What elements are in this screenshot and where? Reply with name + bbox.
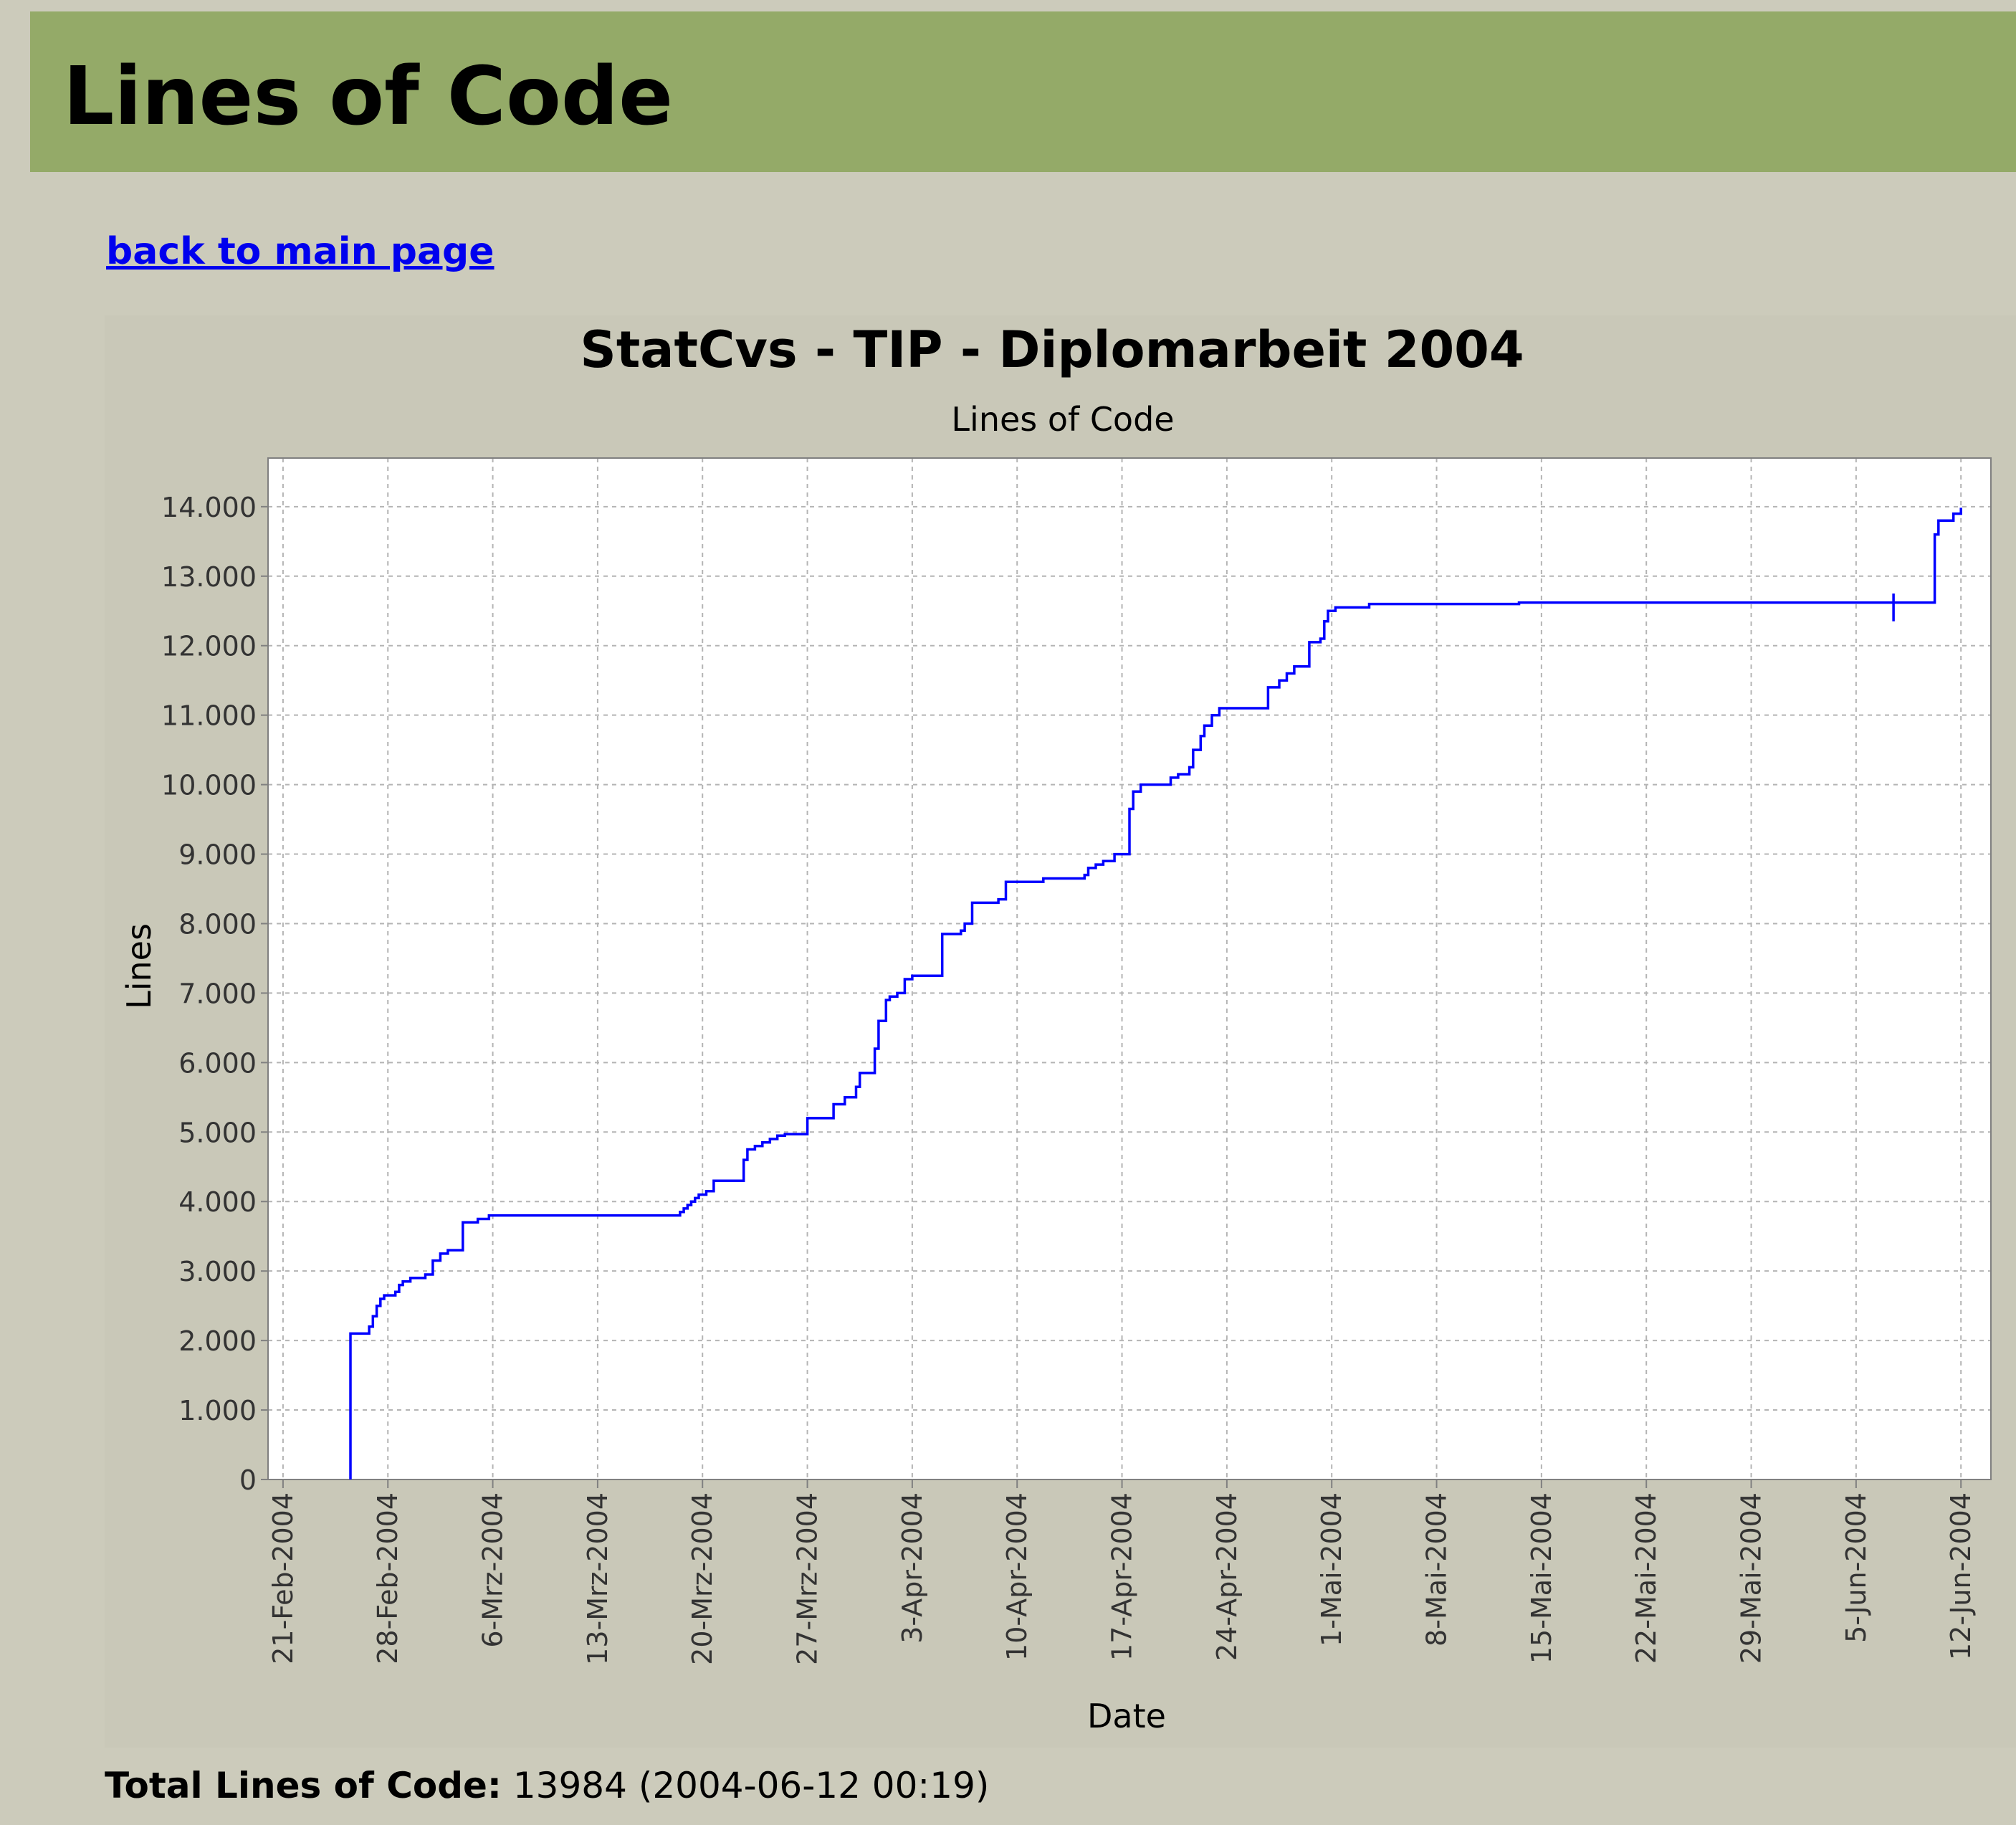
total-lines-timestamp: (2004-06-12 00:19) (638, 1765, 990, 1806)
y-axis-label: Lines (120, 923, 158, 1009)
y-tick-label: 9.000 (178, 839, 257, 871)
y-tick-label: 3.000 (178, 1256, 257, 1287)
x-tick-label: 20-Mrz-2004 (687, 1492, 718, 1665)
x-axis-label: Date (1087, 1697, 1166, 1735)
y-tick-label: 5.000 (178, 1117, 257, 1148)
plot-area: 0 1.000 2.000 3.000 4.000 5.000 6.000 7.000 8.00… (161, 457, 1992, 1665)
x-tick-label: 22-Mai-2004 (1630, 1492, 1662, 1664)
x-tick-label: 5-Jun-2004 (1840, 1492, 1872, 1643)
y-tick-label: 6.000 (178, 1047, 257, 1079)
x-tick-label: 1-Mai-2004 (1316, 1492, 1347, 1647)
y-tick-label: 8.000 (178, 908, 257, 940)
plot-border (267, 457, 1992, 1480)
lines-of-code-chart: StatCvs - TIP - Diplomarbeit 2004 Lines … (120, 320, 1992, 1735)
back-to-main-link[interactable]: back to main page (106, 230, 495, 273)
chart-title: StatCvs - TIP - Diplomarbeit 2004 (580, 320, 1524, 379)
y-tick-label: 13.000 (161, 561, 257, 593)
x-tick-label: 27-Mrz-2004 (792, 1492, 823, 1665)
x-tick-label: 12-Jun-2004 (1945, 1492, 1977, 1660)
x-tick-label: 3-Apr-2004 (897, 1492, 928, 1644)
x-tick-label: 13-Mrz-2004 (582, 1492, 613, 1665)
x-tick-label: 28-Feb-2004 (372, 1492, 403, 1664)
series-line (349, 508, 1962, 1479)
y-tick-label: 4.000 (178, 1186, 257, 1218)
x-tick-label: 8-Mai-2004 (1421, 1492, 1453, 1647)
y-tick-label: 14.000 (161, 492, 257, 523)
y-tick-label: 10.000 (161, 770, 257, 801)
chart-panel: StatCvs - TIP - Diplomarbeit 2004 Lines … (105, 315, 2016, 1748)
chart-subtitle: Lines of Code (951, 400, 1174, 439)
x-tick-label: 15-Mai-2004 (1526, 1492, 1557, 1664)
plot-background (268, 458, 1991, 1479)
page-title: Lines of Code (63, 50, 674, 143)
x-tick-label: 10-Apr-2004 (1001, 1492, 1033, 1661)
y-tick-label: 11.000 (161, 700, 257, 732)
y-tick-label: 0 (239, 1464, 257, 1496)
y-tick-label: 2.000 (178, 1325, 257, 1357)
x-tick-label: 17-Apr-2004 (1107, 1492, 1138, 1661)
y-tick-label: 7.000 (178, 978, 257, 1009)
page-header (30, 11, 2016, 172)
x-tick-label: 21-Feb-2004 (267, 1492, 299, 1664)
x-tick-label: 6-Mrz-2004 (477, 1492, 509, 1648)
x-tick-label: 29-Mai-2004 (1736, 1492, 1767, 1664)
total-lines-label: Total Lines of Code: (105, 1765, 502, 1806)
x-tick-label: 24-Apr-2004 (1211, 1492, 1243, 1661)
y-tick-label: 12.000 (161, 631, 257, 662)
total-lines-summary: Total Lines of Code: 13984 (2004-06-12 0… (105, 1762, 989, 1809)
y-tick-label: 1.000 (178, 1395, 257, 1426)
total-lines-value: 13984 (512, 1765, 627, 1806)
